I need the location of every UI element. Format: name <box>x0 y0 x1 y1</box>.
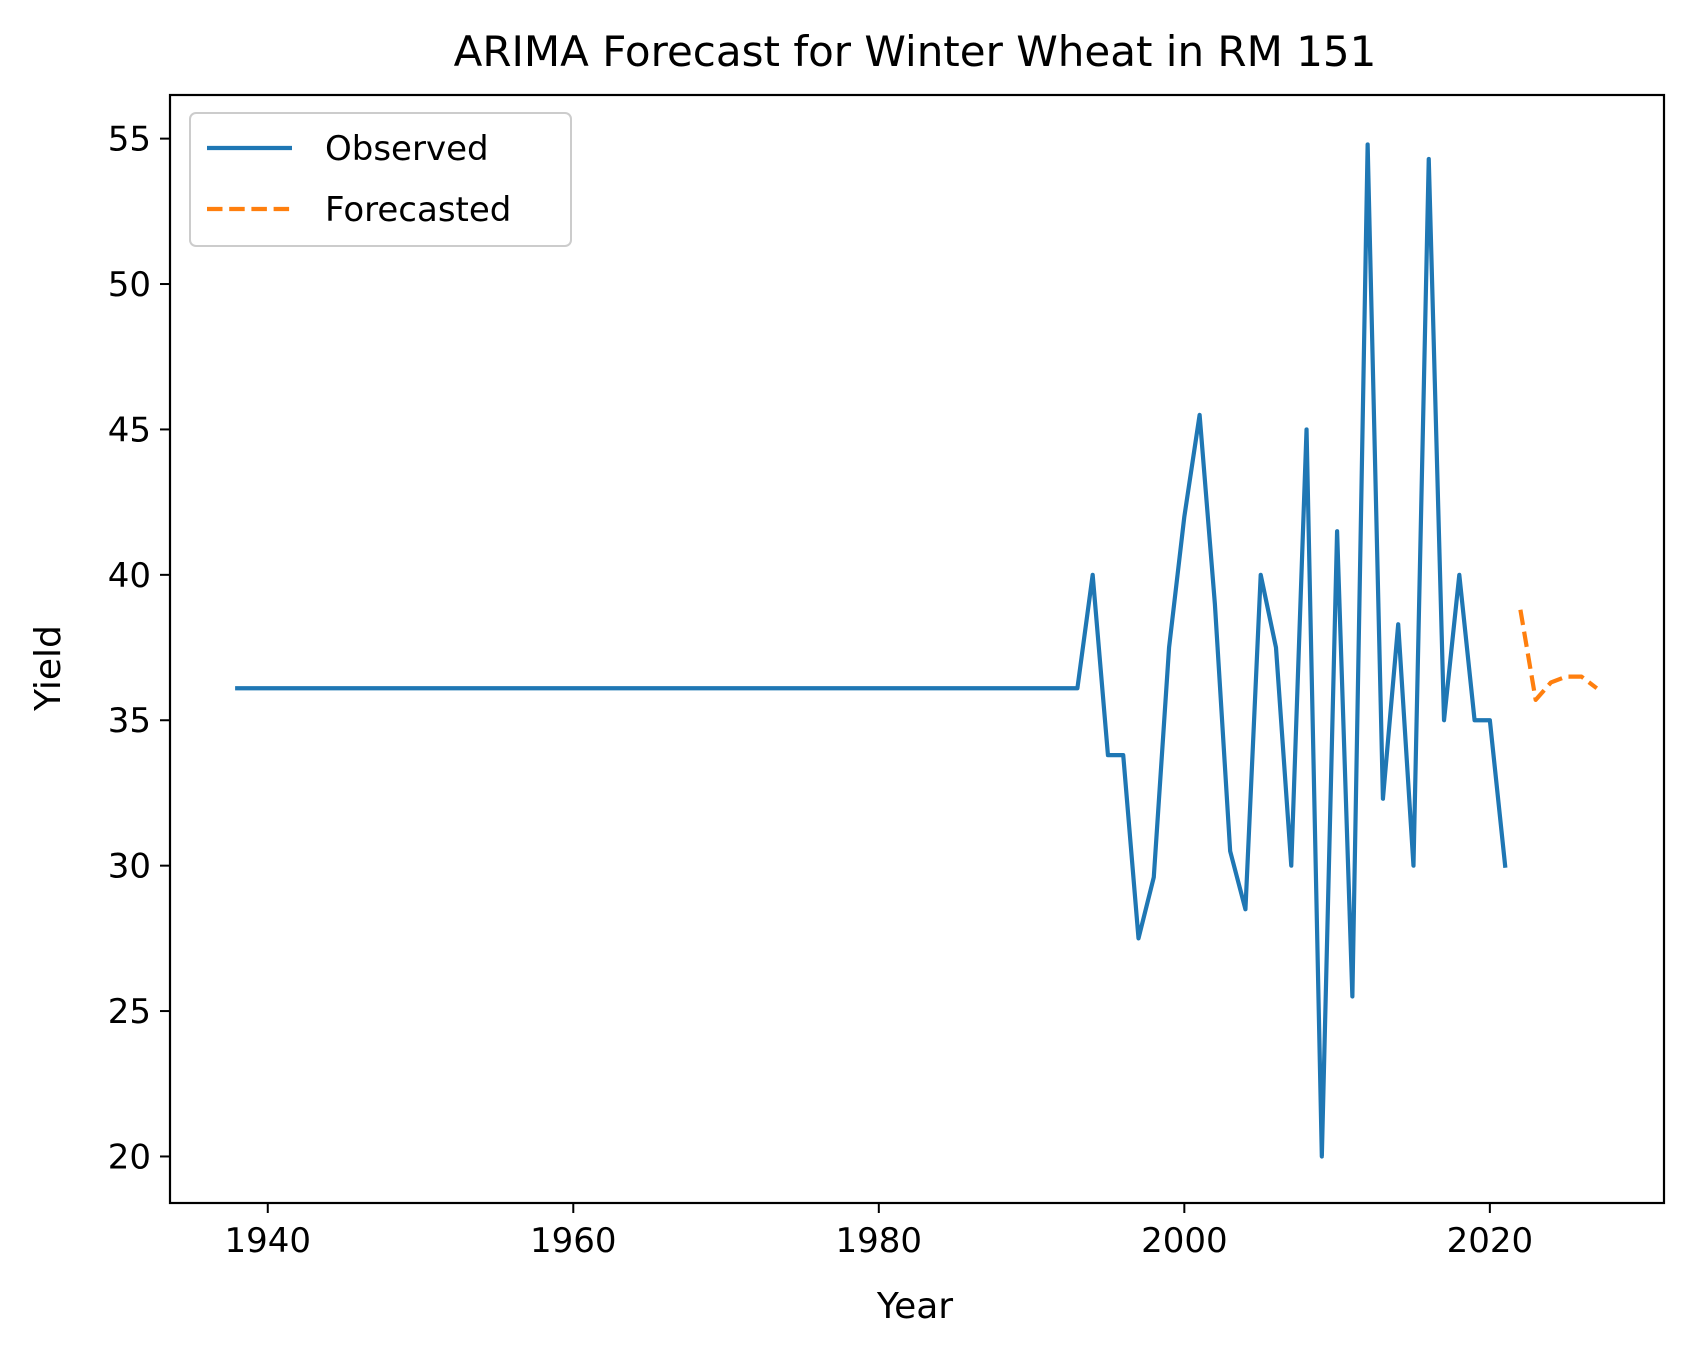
y-tick-label-45: 45 <box>108 410 151 450</box>
y-tick-label-50: 50 <box>108 265 151 305</box>
y-tick-label-30: 30 <box>108 847 151 887</box>
x-tick-label-1940: 1940 <box>225 1221 312 1261</box>
plot-frame <box>168 93 1666 1205</box>
x-tick-label-1980: 1980 <box>836 1221 923 1261</box>
y-axis-label: Yield <box>28 625 69 712</box>
legend-label-forecasted: Forecasted <box>325 190 511 230</box>
y-tick-label-20: 20 <box>108 1137 151 1177</box>
y-tick-label-40: 40 <box>108 556 151 596</box>
series-line-forecasted <box>1518 609 1599 702</box>
y-axis-ticks: 20 25 30 35 40 45 50 55 <box>108 120 170 1177</box>
y-tick-label-35: 35 <box>108 701 151 741</box>
legend: Observed Forecasted <box>189 112 572 247</box>
x-tick-label-2000: 2000 <box>1141 1221 1228 1261</box>
y-tick-label-25: 25 <box>108 992 151 1032</box>
series-line-observed <box>235 142 1508 1159</box>
legend-label-observed: Observed <box>325 129 489 169</box>
x-axis-label: Year <box>876 1286 953 1327</box>
x-tick-label-1960: 1960 <box>530 1221 617 1261</box>
y-tick-label-55: 55 <box>108 120 151 160</box>
x-axis-ticks: 1940 1960 1980 2000 2020 <box>225 1203 1534 1261</box>
plot-area <box>168 93 1666 1205</box>
chart-title: ARIMA Forecast for Winter Wheat in RM 15… <box>454 27 1377 76</box>
x-tick-label-2020: 2020 <box>1447 1221 1534 1261</box>
